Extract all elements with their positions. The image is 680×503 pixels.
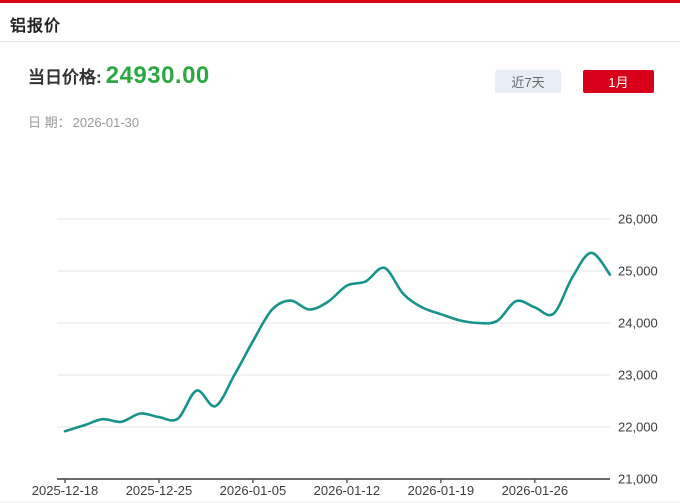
y-axis-label: 24,000 bbox=[618, 316, 658, 331]
price-line bbox=[63, 251, 612, 433]
x-axis-label: 2025-12-25 bbox=[126, 483, 193, 498]
y-axis-label: 22,000 bbox=[618, 420, 658, 435]
date-value: 2026-01-30 bbox=[72, 115, 140, 130]
date-label: 日 期： bbox=[28, 115, 71, 130]
y-axis-label: 25,000 bbox=[618, 264, 658, 279]
y-axis-label: 21,000 bbox=[618, 472, 658, 487]
current-price-value: 24930.00 bbox=[105, 62, 210, 89]
current-price-row: 当日价格: 24930.00 bbox=[28, 62, 210, 90]
y-axis-label: 26,000 bbox=[618, 212, 658, 227]
x-axis-label: 2026-01-12 bbox=[314, 483, 381, 498]
range-button-7days[interactable]: 近7天 bbox=[495, 70, 561, 93]
range-button-group: 近7天 1月 bbox=[495, 70, 654, 93]
top-accent-bar bbox=[0, 0, 680, 3]
x-axis-label: 2026-01-26 bbox=[502, 483, 569, 498]
page-title: 铝报价 bbox=[10, 18, 62, 35]
widget-header: 铝报价 bbox=[0, 3, 680, 42]
x-axis-label: 2026-01-05 bbox=[220, 483, 287, 498]
x-axis-label: 2026-01-19 bbox=[408, 483, 475, 498]
date-row: 日 期： 2026-01-30 bbox=[28, 112, 139, 131]
range-button-1month[interactable]: 1月 bbox=[583, 70, 654, 93]
current-price-label: 当日价格: bbox=[28, 68, 102, 87]
x-axis-label: 2025-12-18 bbox=[32, 483, 99, 498]
y-axis-label: 23,000 bbox=[618, 368, 658, 383]
